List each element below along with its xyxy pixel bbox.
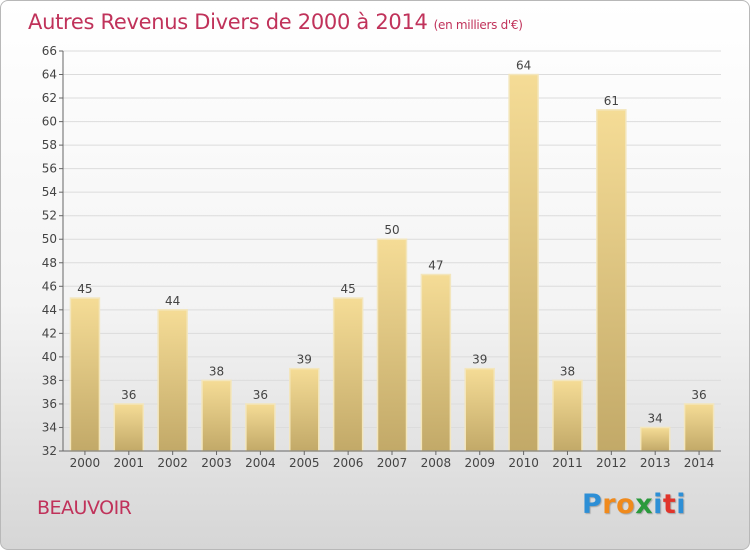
y-tick-label: 64	[42, 68, 57, 82]
x-axis-ticks: 2000 2001 2002 2003 2004 2005 2006 2007 2008 2009…	[70, 451, 715, 470]
bar	[245, 403, 276, 452]
bar	[113, 403, 145, 452]
chart-title-text: Autres Revenus Divers de 2000 à 2014	[28, 10, 428, 34]
chart-title: Autres Revenus Divers de 2000 à 2014 (en …	[28, 10, 523, 34]
chart-subtitle: (en milliers d'€)	[433, 18, 523, 32]
x-tick-label: 2013	[640, 456, 671, 470]
y-tick-label: 36	[42, 397, 57, 411]
x-tick-label: 2007	[377, 456, 408, 470]
bar	[596, 109, 627, 452]
bar-value-label: 47	[428, 259, 443, 273]
bar	[464, 367, 495, 452]
bar-value-label: 64	[516, 59, 531, 73]
x-tick-label: 2000	[70, 456, 101, 470]
bar-value-label: 45	[77, 282, 92, 296]
bar	[420, 273, 452, 452]
y-tick-label: 50	[42, 232, 57, 246]
logo-letter: r	[602, 489, 617, 520]
y-tick-label: 58	[42, 138, 57, 152]
x-tick-label: 2002	[157, 456, 188, 470]
bar-value-label: 36	[253, 388, 268, 402]
y-tick-label: 48	[42, 256, 57, 270]
bars: 45 36 44 38 36 39 45 50 47 39 64 38 61 34 36	[69, 59, 715, 452]
y-axis-ticks: 32 34 36 38 40 42 44 46 48 50 52 54 56 58 60 62 64 66	[42, 44, 63, 458]
logo-letter: o	[616, 489, 636, 520]
logo-letter: t	[662, 489, 677, 520]
bar	[332, 297, 364, 452]
proxiti-logo: Proxiti	[582, 489, 686, 520]
y-tick-label: 40	[42, 350, 57, 364]
bar-value-label: 50	[384, 223, 399, 237]
bar-value-label: 45	[340, 282, 355, 296]
y-tick-label: 52	[42, 209, 57, 223]
bar-value-label: 38	[560, 364, 575, 378]
bar-value-label: 39	[297, 353, 312, 367]
bar	[157, 309, 188, 452]
bar-value-label: 38	[209, 364, 224, 378]
x-tick-label: 2009	[464, 456, 495, 470]
x-tick-label: 2010	[508, 456, 539, 470]
town-name: BEAUVOIR	[37, 497, 132, 519]
x-tick-label: 2011	[552, 456, 583, 470]
bar	[508, 73, 539, 452]
y-tick-label: 62	[42, 91, 57, 105]
logo-letter: P	[582, 489, 603, 520]
x-tick-label: 2001	[114, 456, 145, 470]
y-tick-label: 54	[42, 185, 57, 199]
bar	[69, 297, 101, 452]
bar	[289, 367, 320, 452]
bar-value-label: 34	[648, 411, 663, 425]
y-tick-label: 44	[42, 303, 57, 317]
bar-value-label: 61	[604, 94, 619, 108]
y-tick-label: 38	[42, 373, 57, 387]
bar-value-label: 44	[165, 294, 180, 308]
bar	[201, 379, 232, 452]
x-tick-label: 2012	[596, 456, 627, 470]
bar	[683, 403, 715, 452]
y-tick-label: 56	[42, 162, 57, 176]
logo-letter: x	[635, 489, 654, 520]
x-tick-label: 2008	[421, 456, 452, 470]
x-tick-label: 2006	[333, 456, 364, 470]
y-tick-label: 66	[42, 44, 57, 58]
bar	[552, 379, 583, 452]
logo-letter: i	[653, 489, 663, 520]
y-tick-label: 42	[42, 326, 57, 340]
bar	[376, 238, 408, 452]
x-tick-label: 2004	[245, 456, 276, 470]
bar-value-label: 36	[691, 388, 706, 402]
logo-letter: i	[676, 489, 687, 520]
bar-value-label: 36	[121, 388, 136, 402]
x-tick-label: 2003	[201, 456, 232, 470]
x-tick-label: 2014	[684, 456, 715, 470]
y-tick-label: 60	[42, 115, 57, 129]
y-tick-label: 34	[42, 420, 57, 434]
bar-value-label: 39	[472, 353, 487, 367]
x-tick-label: 2005	[289, 456, 320, 470]
y-tick-label: 46	[42, 279, 57, 293]
y-tick-label: 32	[42, 444, 57, 458]
bar	[639, 426, 671, 452]
